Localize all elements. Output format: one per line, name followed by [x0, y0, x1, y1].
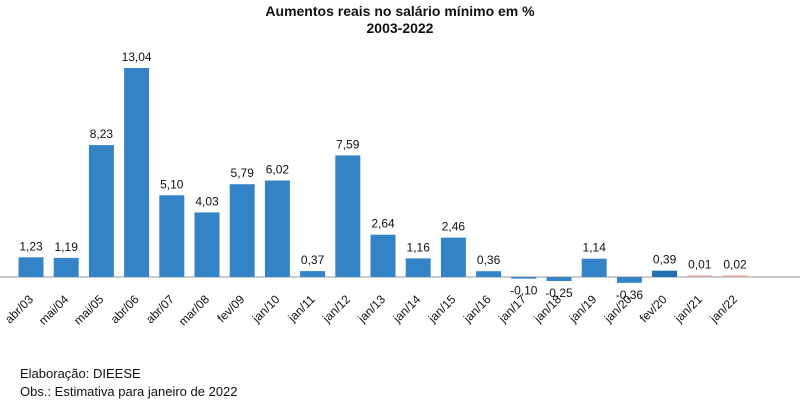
chart-subtitle: 2003-2022 [366, 20, 434, 36]
data-label: 4,03 [195, 194, 219, 208]
data-label: -0,36 [616, 288, 644, 302]
x-tick-label: jan/14 [390, 292, 424, 326]
data-label: 0,02 [723, 258, 747, 272]
bar [300, 271, 326, 277]
bar [616, 277, 642, 283]
data-label: 1,16 [407, 240, 431, 254]
data-label: 0,36 [477, 253, 501, 267]
obs-note: Obs.: Estimativa para janeiro de 2022 [20, 384, 238, 399]
data-label: 1,19 [55, 240, 79, 254]
x-tick-label: jan/21 [671, 292, 705, 326]
bar [476, 271, 502, 277]
data-label: 5,10 [160, 177, 184, 191]
x-tick-label: mai/04 [36, 292, 72, 328]
x-tick-label: jan/22 [706, 292, 740, 326]
bar [652, 270, 678, 277]
bar [194, 212, 220, 277]
x-tick-label: fev/09 [214, 292, 247, 325]
x-tick-label: jan/11 [285, 292, 318, 325]
bar [124, 68, 150, 277]
bar [581, 258, 607, 277]
bar [229, 184, 255, 277]
x-tick-label: abr/07 [143, 292, 177, 326]
chart-title: Aumentos reais no salário mínimo em % [265, 3, 535, 19]
x-tick-label: jan/12 [319, 292, 353, 326]
data-label: 1,23 [19, 239, 43, 253]
bar [88, 145, 114, 277]
x-tick-label: jan/16 [460, 292, 494, 326]
data-label: 8,23 [90, 127, 114, 141]
data-label: 2,64 [371, 217, 395, 231]
data-label: 1,14 [583, 241, 607, 255]
bar [405, 258, 431, 277]
data-label: 0,01 [688, 258, 712, 272]
x-tick-label: mar/08 [176, 292, 213, 329]
data-label: 13,04 [122, 50, 152, 64]
x-tick-label: abr/06 [108, 292, 142, 326]
x-tick-label: jan/10 [249, 292, 283, 326]
bar [53, 257, 79, 277]
x-tick-label: abr/03 [2, 292, 36, 326]
bar [335, 155, 361, 277]
bar [159, 195, 185, 277]
data-label: -0,10 [510, 284, 538, 298]
data-label: 7,59 [336, 137, 360, 151]
data-label: 6,02 [266, 163, 290, 177]
source-note: Elaboração: DIEESE [20, 366, 141, 381]
data-label: 0,39 [653, 253, 677, 267]
data-label: 0,37 [301, 253, 325, 267]
data-label: -0,25 [545, 286, 573, 300]
data-label: 5,79 [231, 166, 255, 180]
bar [440, 237, 466, 277]
bar [546, 277, 572, 281]
x-tick-label: jan/15 [425, 292, 459, 326]
bar [722, 275, 748, 277]
x-tick-label: mai/05 [71, 292, 107, 328]
bar [687, 275, 713, 277]
data-label: 2,46 [442, 220, 466, 234]
bar [511, 277, 537, 279]
x-tick-label: jan/13 [354, 292, 388, 326]
bar [264, 180, 290, 277]
bar [18, 257, 44, 277]
bar [370, 234, 396, 277]
